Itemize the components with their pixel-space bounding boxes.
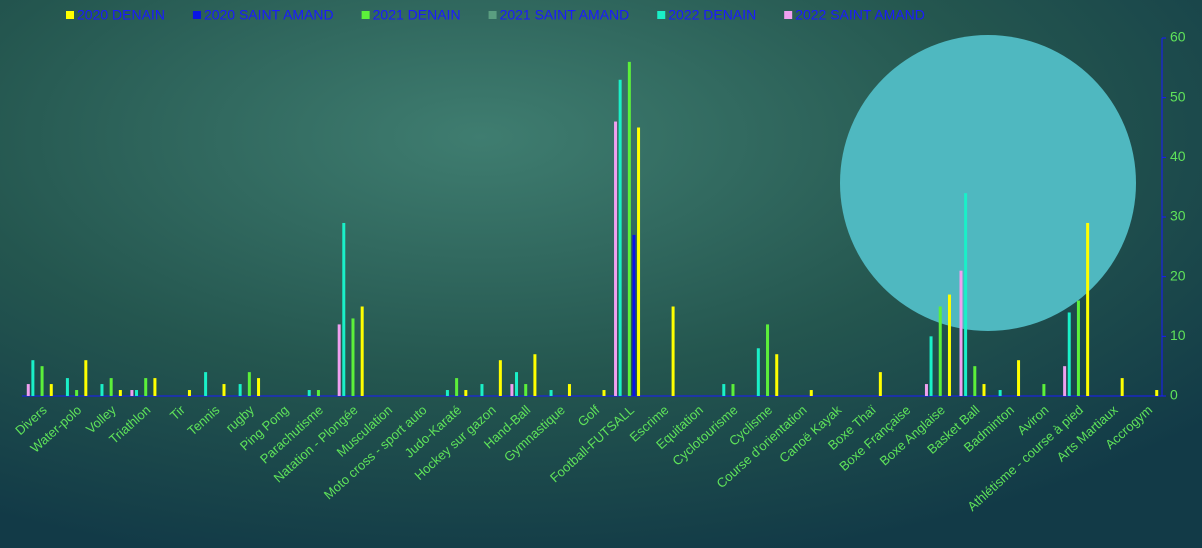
bar: [455, 378, 459, 396]
bar: [637, 127, 641, 396]
bar: [247, 372, 251, 396]
bar: [618, 79, 622, 397]
y-tick-label: 20: [1170, 267, 1186, 283]
bar: [342, 222, 346, 396]
bar: [31, 360, 35, 396]
bar: [257, 378, 261, 396]
bar: [144, 378, 148, 396]
bar: [1086, 222, 1090, 396]
bar: [238, 384, 242, 396]
bar: [766, 324, 770, 396]
bar: [524, 384, 528, 396]
bar: [75, 390, 79, 396]
y-tick-label: 0: [1170, 387, 1178, 403]
bar: [722, 384, 726, 396]
bar: [480, 384, 484, 396]
bar: [947, 294, 951, 396]
bar: [109, 378, 113, 396]
bar: [614, 121, 618, 397]
bar: [498, 360, 502, 396]
decor-circle: [840, 35, 1136, 331]
bar: [222, 384, 226, 396]
bar: [187, 390, 191, 396]
legend-swatch: [784, 11, 793, 19]
bar: [26, 384, 30, 396]
bar: [515, 372, 519, 396]
bar: [204, 372, 208, 396]
bar: [1155, 390, 1159, 396]
bar: [1063, 366, 1067, 396]
legend-label: 2021 SAINT AMAND: [500, 7, 630, 23]
bar: [627, 61, 631, 396]
bar: [938, 306, 942, 396]
bar: [100, 384, 104, 396]
bar: [40, 366, 44, 396]
bar: [549, 390, 553, 396]
bar: [360, 306, 364, 396]
legend-swatch: [657, 11, 666, 19]
bar: [351, 318, 355, 396]
bar: [510, 384, 514, 396]
bar: [998, 390, 1002, 396]
bar: [307, 390, 311, 396]
legend-label: 2022 SAINT AMAND: [795, 7, 925, 23]
legend-swatch: [488, 11, 497, 19]
bar: [464, 390, 468, 396]
bar: [1120, 378, 1124, 396]
bar: [65, 378, 69, 396]
legend-swatch: [192, 11, 201, 19]
bar: [924, 384, 928, 396]
bar: [602, 390, 606, 396]
bar: [118, 390, 122, 396]
bar: [130, 390, 134, 396]
legend-swatch: [66, 11, 74, 19]
bar: [982, 384, 986, 396]
y-tick-label: 50: [1170, 88, 1186, 104]
bar: [567, 384, 571, 396]
bar: [84, 360, 88, 396]
bar: [959, 270, 963, 396]
bar: [809, 390, 813, 396]
bar: [929, 336, 933, 396]
legend-label: 2022 DENAIN: [668, 7, 756, 23]
bar: [1042, 384, 1046, 396]
bar: [775, 354, 779, 396]
bar: [632, 234, 636, 396]
legend-label: 2020 DENAIN: [77, 7, 165, 23]
y-tick-label: 30: [1170, 208, 1186, 224]
y-tick-label: 40: [1170, 148, 1186, 164]
bar: [964, 193, 968, 396]
bar: [1067, 312, 1071, 396]
bar: [756, 348, 760, 396]
bar: [316, 390, 320, 396]
bar: [337, 324, 341, 396]
y-tick-label: 60: [1170, 29, 1186, 45]
bar: [973, 366, 977, 396]
bar: [878, 372, 882, 396]
bar: [445, 390, 449, 396]
legend-label: 2021 DENAIN: [373, 7, 461, 23]
bar: [135, 390, 139, 396]
legend-swatch: [361, 11, 370, 19]
bar: [1017, 360, 1021, 396]
legend-label: 2020 SAINT AMAND: [204, 7, 334, 23]
bar: [671, 306, 675, 396]
y-tick-label: 10: [1170, 327, 1186, 343]
bar: [153, 378, 157, 396]
bar: [533, 354, 537, 396]
bar: [1076, 300, 1080, 396]
bar: [731, 384, 735, 396]
bar: [49, 384, 53, 396]
